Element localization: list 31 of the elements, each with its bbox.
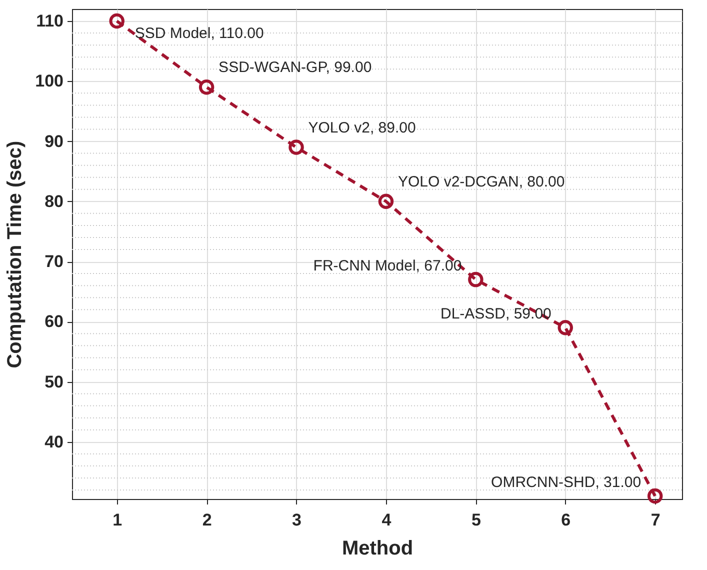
point <box>288 140 304 155</box>
y-axis-title: Computation Time (sec) <box>4 140 26 368</box>
x-tick-label: 3 <box>292 510 302 530</box>
point <box>558 320 574 336</box>
y-tick-label: 40 <box>44 432 64 452</box>
annotation: OMRCNN-SHD, 31.00 <box>491 474 642 491</box>
y-tick-label: 100 <box>35 72 64 91</box>
x-tick-label: 6 <box>561 510 571 530</box>
x-tick-label: 5 <box>471 510 481 530</box>
point <box>468 272 484 288</box>
y-tick-label: 110 <box>36 12 64 31</box>
y-tick-label: 80 <box>44 192 64 211</box>
y-tick-label: 70 <box>44 252 64 272</box>
y-tick-label: 50 <box>44 372 64 392</box>
x-tick-label: 7 <box>650 510 660 530</box>
y-tick-label: 60 <box>44 312 64 332</box>
x-tick-label: 2 <box>202 510 212 530</box>
point <box>109 13 124 29</box>
annotation: YOLO v2-DCGAN, 80.00 <box>398 173 565 190</box>
y-tick-label: 90 <box>44 132 64 151</box>
x-tick-label: 1 <box>112 510 122 530</box>
annotation: FR-CNN Model, 67.00 <box>313 258 462 275</box>
x-tick-label: 4 <box>382 510 392 530</box>
point <box>647 488 663 504</box>
annotation: SSD Model, 110.00 <box>134 25 264 42</box>
annotation: DL-ASSD, 59.00 <box>440 306 552 323</box>
x-axis-title: Method <box>342 538 414 560</box>
annotation: YOLO v2, 89.00 <box>308 119 416 136</box>
point <box>198 80 214 95</box>
point <box>378 194 394 210</box>
annotation: SSD-WGAN-GP, 99.00 <box>218 59 372 76</box>
